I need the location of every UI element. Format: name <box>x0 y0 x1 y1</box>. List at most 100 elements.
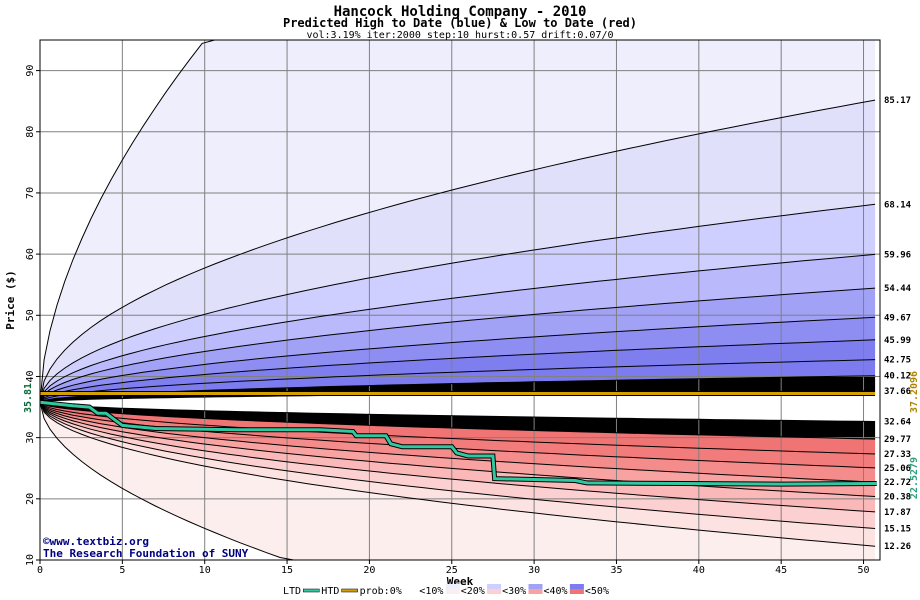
x-tick-label: 45 <box>775 565 787 576</box>
x-tick-label: 15 <box>281 565 293 576</box>
red-band <box>40 402 876 468</box>
endpoint-label: 17.87 <box>884 508 911 518</box>
legend: LTD HTD prob:0% <10% <20% <30% <40% <50% <box>283 584 609 597</box>
red-band <box>40 402 876 483</box>
legend-htd-swatch <box>303 588 320 593</box>
y-tick-label: 80 <box>25 126 36 138</box>
legend-prob-label: prob:0% <box>360 586 402 597</box>
legend-bin-swatch-blue <box>487 584 502 589</box>
blue-band <box>40 254 876 403</box>
legend-ltd-swatch <box>341 588 358 593</box>
legend-bin-swatch-red <box>487 589 502 594</box>
percentile-curve <box>39 316 876 403</box>
chart-subtitle: Predicted High to Date (blue) & Low to D… <box>283 16 637 30</box>
legend-ltd-label: LTD <box>283 586 301 597</box>
blue-band <box>40 100 876 403</box>
endpoint-label: 29.77 <box>884 435 911 445</box>
endpoint-label: 45.99 <box>884 336 911 346</box>
endpoint-label: 40.12 <box>884 372 911 382</box>
x-tick-label: 20 <box>363 565 375 576</box>
legend-bin-label: <10% <box>419 586 443 597</box>
endpoint-label: 32.64 <box>884 417 912 427</box>
legend-bin-swatch-blue <box>569 584 584 589</box>
endpoint-label: 59.96 <box>884 250 911 260</box>
blue-band <box>40 317 876 403</box>
x-tick-label: 10 <box>199 565 211 576</box>
legend-bin-swatch-red <box>445 589 460 594</box>
watermark-line1: ©www.textbiz.org <box>43 535 149 548</box>
ltd-value-label: 37.2096 <box>909 371 920 413</box>
red-band <box>40 402 876 547</box>
percentile-curve <box>39 359 876 403</box>
percentile-curve <box>39 339 876 403</box>
watermark-line2: The Research Foundation of SUNY <box>43 547 249 560</box>
legend-bin-label: <20% <box>461 586 485 597</box>
red-band <box>40 402 876 529</box>
blue-band <box>40 40 876 403</box>
axes: 0 5 10 15 20 25 30 35 40 45 50 10 20 30 40 50 60 70 80 90 85… <box>25 65 912 576</box>
chart-title: Hancock Holding Company - 2010 <box>334 4 587 20</box>
endpoint-label: 12.26 <box>884 542 911 552</box>
percentile-curve <box>39 401 876 513</box>
percentile-curve <box>39 401 876 440</box>
legend-bin-swatch-blue <box>528 584 543 589</box>
endpoint-label: 68.14 <box>884 200 912 210</box>
y-tick-label: 20 <box>25 493 36 505</box>
percentile-curve <box>39 253 876 403</box>
plot-frame <box>39 39 881 561</box>
y-tick-label: 40 <box>25 370 36 382</box>
endpoint-label: 27.33 <box>884 450 911 460</box>
endpoint-label: 49.67 <box>884 313 911 323</box>
y-tick-label: 90 <box>25 65 36 77</box>
endpoint-label: 85.17 <box>884 96 911 106</box>
x-tick-label: 25 <box>446 565 458 576</box>
percentile-curve <box>39 99 876 403</box>
percentile-curve <box>39 401 876 547</box>
blue-band <box>40 339 876 403</box>
series-lines <box>39 391 877 487</box>
endpoint-label: 25.06 <box>884 464 911 474</box>
endpoint-label: 22.72 <box>884 478 911 488</box>
percentile-curves <box>39 39 876 561</box>
endpoint-label: 54.44 <box>884 284 912 294</box>
x-tick-label: 35 <box>610 565 622 576</box>
legend-bin-swatch-red <box>569 589 584 594</box>
x-tick-label: 40 <box>693 565 705 576</box>
endpoint-label: 42.75 <box>884 356 911 366</box>
legend-bin-label: <40% <box>544 586 568 597</box>
htd-end-label: 22.5279 <box>909 457 920 499</box>
legend-bin-swatch-blue <box>404 584 419 589</box>
y-tick-label: 10 <box>25 554 36 566</box>
y-tick-label: 60 <box>25 248 36 260</box>
y-axis-label: Price ($) <box>4 270 17 330</box>
red-band <box>40 402 876 454</box>
htd-line <box>39 400 877 486</box>
legend-bin-label: <50% <box>585 586 609 597</box>
percentile-curve <box>39 287 876 403</box>
percentile-curve <box>39 401 876 422</box>
percentile-curve <box>39 401 876 529</box>
grid-lines <box>40 40 880 560</box>
red-band <box>40 402 876 497</box>
y-tick-label: 50 <box>25 309 36 321</box>
x-tick-label: 0 <box>37 565 43 576</box>
y-tick-label: 30 <box>25 432 36 444</box>
legend-bin-swatch-red <box>404 589 419 594</box>
endpoint-label: 20.38 <box>884 492 911 502</box>
endpoint-label: 37.66 <box>884 387 911 397</box>
red-band <box>40 402 876 560</box>
legend-bin-swatch-red <box>528 589 543 594</box>
x-tick-label: 50 <box>858 565 870 576</box>
endpoint-label: 15.15 <box>884 524 911 534</box>
start-price-label: 35.81 <box>23 383 34 413</box>
blue-band <box>40 288 876 403</box>
legend-bin-swatch-blue <box>445 584 460 589</box>
legend-bin-label: <30% <box>502 586 526 597</box>
x-tick-label: 30 <box>528 565 540 576</box>
y-tick-label: 70 <box>25 187 36 199</box>
x-tick-label: 5 <box>119 565 125 576</box>
chart-params: vol:3.19% iter:2000 step:10 hurst:0.57 d… <box>306 30 613 41</box>
red-band <box>40 402 876 440</box>
